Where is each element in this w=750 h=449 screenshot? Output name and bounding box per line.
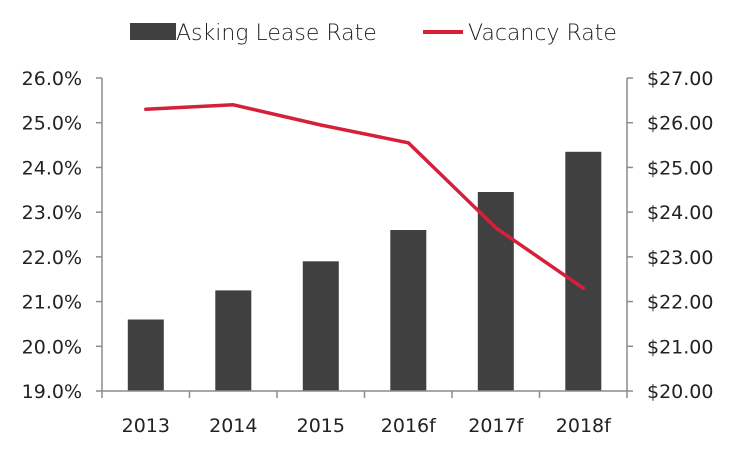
x-tick-label: 2013: [122, 415, 170, 437]
bar-2018f: [565, 151, 602, 391]
right-tick-label: $21.00: [647, 336, 713, 358]
left-tick-label: 23.0%: [22, 202, 82, 224]
right-tick-label: $26.00: [647, 113, 713, 135]
right-tick-label: $25.00: [647, 157, 713, 179]
right-tick-label: $27.00: [647, 68, 713, 90]
legend-label-vacancy-rate: Vacancy Rate: [468, 21, 617, 46]
legend-label-asking-lease-rate: Asking Lease Rate: [176, 21, 377, 46]
x-tick-label: 2017f: [468, 415, 524, 437]
bar-2017f: [477, 192, 514, 391]
x-tick-label: 2018f: [556, 415, 612, 437]
right-tick-label: $22.00: [647, 292, 713, 314]
left-tick-label: 24.0%: [22, 157, 82, 179]
x-axis-ticks: 2013 2014 2015 2016f 2017f 2018f: [101, 391, 628, 437]
x-tick-label: 2015: [297, 415, 345, 437]
right-axis-ticks: $20.00 $21.00 $22.00 $23.00 $24.00 $25.00 $26.…: [627, 68, 713, 403]
x-tick-label: 2014: [209, 415, 257, 437]
left-tick-label: 19.0%: [22, 381, 82, 403]
vacancy-rate-line: [144, 103, 586, 290]
right-tick-label: $23.00: [647, 247, 713, 269]
bars-group: [127, 151, 602, 391]
bar-2016f: [390, 230, 427, 391]
line-group: [144, 103, 586, 290]
right-tick-label: $20.00: [647, 381, 713, 403]
left-axis-ticks: 19.0% 20.0% 21.0% 22.0% 23.0% 24.0% 25.0% 26.0%: [22, 68, 102, 403]
axes-group: [101, 78, 628, 392]
left-tick-label: 25.0%: [22, 113, 82, 135]
right-tick-label: $24.00: [647, 202, 713, 224]
left-tick-label: 21.0%: [22, 292, 82, 314]
left-tick-label: 26.0%: [22, 68, 82, 90]
bar-2015: [302, 261, 339, 391]
bar-2014: [215, 290, 252, 391]
bar-2013: [127, 319, 164, 391]
left-tick-label: 22.0%: [22, 247, 82, 269]
x-tick-label: 2016f: [381, 415, 437, 437]
legend-swatch-asking-lease-rate: [130, 23, 176, 40]
legend: Asking Lease Rate Vacancy Rate: [130, 21, 617, 46]
left-tick-label: 20.0%: [22, 336, 82, 358]
